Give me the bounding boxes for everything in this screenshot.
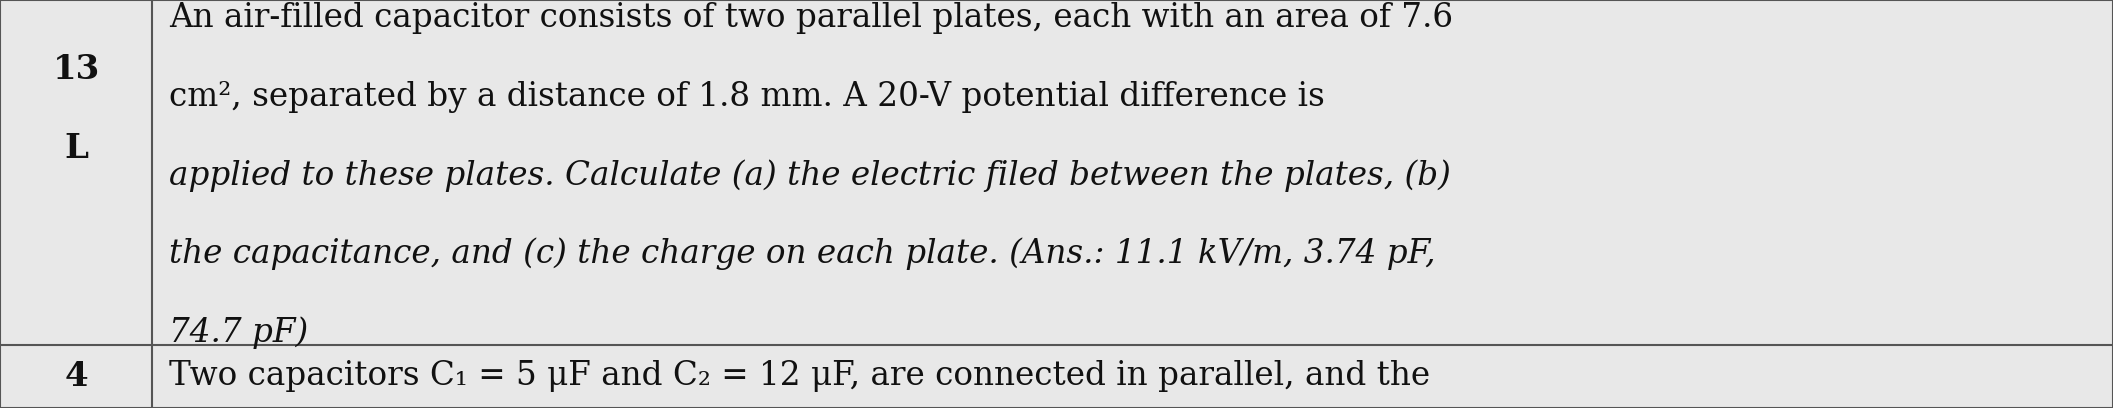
Text: the capacitance, and (c) the charge on each plate. (Ans.: 11.1 kV/m, 3.74 pF,: the capacitance, and (c) the charge on e… [169,237,1435,271]
Text: L: L [63,133,89,165]
Text: applied to these plates. Calculate (a) the electric filed between the plates, (b: applied to these plates. Calculate (a) t… [169,159,1452,192]
Text: cm², separated by a distance of 1.8 mm. A 20-V potential difference is: cm², separated by a distance of 1.8 mm. … [169,81,1325,113]
Text: 74.7 pF): 74.7 pF) [169,316,308,349]
Text: 4: 4 [63,360,89,393]
Text: An air-filled capacitor consists of two parallel plates, each with an area of 7.: An air-filled capacitor consists of two … [169,2,1454,34]
Text: 13: 13 [53,53,99,86]
Text: Two capacitors C₁ = 5 μF and C₂ = 12 μF, are connected in parallel, and the: Two capacitors C₁ = 5 μF and C₂ = 12 μF,… [169,360,1431,392]
